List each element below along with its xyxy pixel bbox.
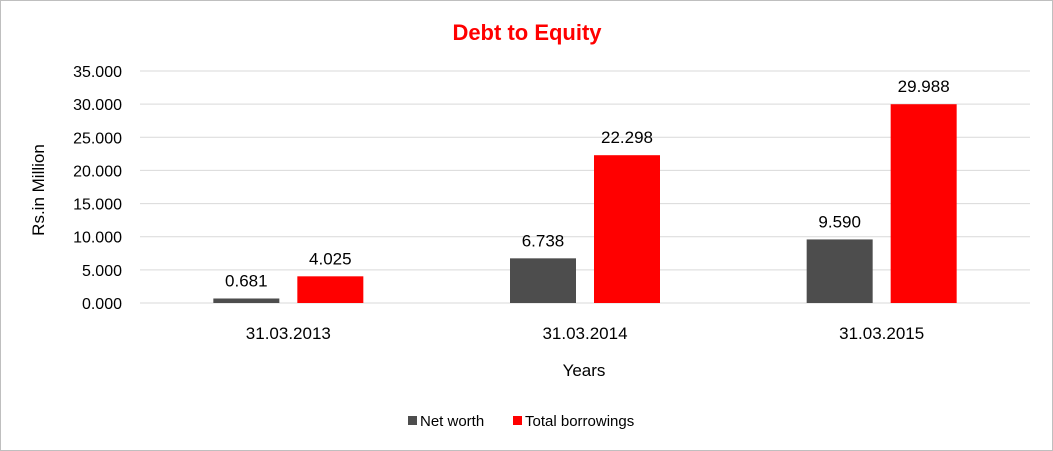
y-axis-title: Rs.in Million	[29, 144, 48, 236]
data-label: 29.988	[898, 77, 950, 96]
bar-net-worth	[806, 239, 873, 303]
y-tick-label: 5.000	[82, 263, 122, 280]
x-tick-label: 31.03.2013	[246, 324, 331, 343]
data-label: 4.025	[309, 249, 352, 268]
x-tick-label: 31.03.2014	[542, 324, 627, 343]
bar-net-worth	[213, 298, 280, 303]
bar-net-worth	[510, 258, 576, 303]
legend-swatch	[408, 416, 417, 425]
bar-total-borrowings	[890, 104, 957, 303]
y-tick-label: 20.000	[73, 163, 122, 180]
data-label: 9.590	[818, 212, 861, 231]
x-tick-label: 31.03.2015	[839, 324, 924, 343]
data-label: 6.738	[522, 231, 565, 250]
y-tick-label: 15.000	[73, 197, 122, 214]
data-label: 22.298	[601, 128, 653, 147]
bars	[213, 104, 957, 303]
y-tick-label: 0.000	[82, 296, 122, 313]
data-label: 0.681	[225, 271, 268, 290]
bar-total-borrowings	[594, 155, 660, 303]
chart-title: Debt to Equity	[452, 20, 602, 45]
y-tick-label: 35.000	[73, 64, 122, 81]
y-axis-ticks: 0.000 5.000 10.000 15.000 20.000 25.000 30.000…	[73, 64, 122, 313]
x-axis-ticks: 31.03.2013 31.03.2014 31.03.2015	[246, 324, 924, 343]
legend: Net worth Total borrowings	[408, 413, 634, 430]
legend-swatch	[513, 416, 522, 425]
legend-label: Total borrowings	[525, 413, 634, 430]
y-tick-label: 10.000	[73, 230, 122, 247]
data-labels: 0.681 4.025 6.738 22.298 9.590 29.988	[225, 77, 950, 290]
y-tick-label: 30.000	[73, 97, 122, 114]
gridlines	[140, 70, 1030, 304]
y-tick-label: 25.000	[73, 130, 122, 147]
legend-label: Net worth	[420, 413, 484, 430]
bar-total-borrowings	[297, 276, 364, 303]
x-axis-title: Years	[563, 361, 606, 380]
